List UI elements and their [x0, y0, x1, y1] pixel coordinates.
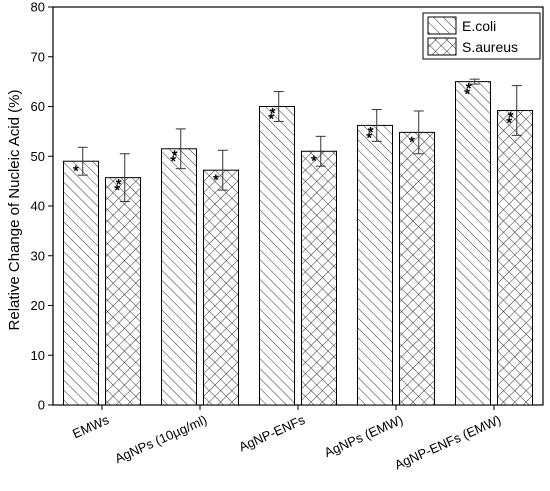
x-tick-label: AgNPs (10µg/ml)	[112, 412, 209, 466]
legend-swatch	[427, 37, 457, 56]
y-tick-label: 60	[31, 99, 45, 114]
bar-ecoli	[259, 106, 295, 406]
legend-label: E.coli	[462, 18, 496, 34]
bar-saureus	[105, 177, 141, 406]
bar-saureus	[203, 169, 239, 406]
x-tick-label: AgNPs (EMW)	[322, 412, 405, 460]
y-tick-label: 0	[38, 398, 45, 413]
significance-markers-group: *********** *****	[70, 82, 523, 194]
bar-saureus	[497, 109, 533, 406]
significance-marker: *	[70, 164, 88, 174]
x-tick-label: AgNP-ENFs (EMW)	[392, 412, 503, 472]
significance-marker: *	[406, 135, 424, 145]
significance-marker: *	[210, 173, 228, 183]
y-tick-label: 50	[31, 149, 45, 164]
bar-ecoli	[357, 124, 393, 406]
significance-marker: **	[265, 106, 284, 122]
significance-marker: **	[167, 149, 186, 165]
bar-ecoli	[455, 81, 491, 406]
significance-marker: **	[111, 178, 130, 194]
y-tick-label: 40	[31, 199, 45, 214]
x-tick-label: AgNP-ENFs	[236, 412, 307, 455]
y-tick-label: 80	[31, 0, 45, 15]
y-tick-label: 30	[31, 248, 45, 263]
y-tick-label: 20	[31, 298, 45, 313]
significance-marker: **	[503, 110, 522, 126]
x-tick-label: EMWs	[70, 412, 112, 441]
significance-marker: **	[461, 82, 480, 98]
y-tick-label: 10	[31, 348, 45, 363]
bars-group	[63, 81, 533, 406]
legend-label: S.aureus	[462, 39, 518, 55]
bar-saureus	[301, 150, 337, 406]
significance-marker: **	[363, 125, 382, 141]
bar-ecoli	[161, 148, 197, 406]
y-axis-title: Relative Change of Nucleic Acid (%)	[6, 90, 23, 331]
y-tick-label: 70	[31, 49, 45, 64]
bar-saureus	[399, 131, 435, 406]
error-bars-group	[77, 78, 522, 203]
x-axis: EMWs AgNPs (10µg/ml) AgNP-ENFs AgNPs (EMW)A…	[70, 405, 503, 472]
y-axis: 0 10 20 30 40 50 60 70 80	[31, 0, 53, 413]
legend-swatch	[427, 16, 457, 35]
significance-marker: *	[308, 154, 326, 164]
bar-ecoli	[63, 160, 99, 406]
legend: E.coli S.aureus	[422, 12, 541, 60]
